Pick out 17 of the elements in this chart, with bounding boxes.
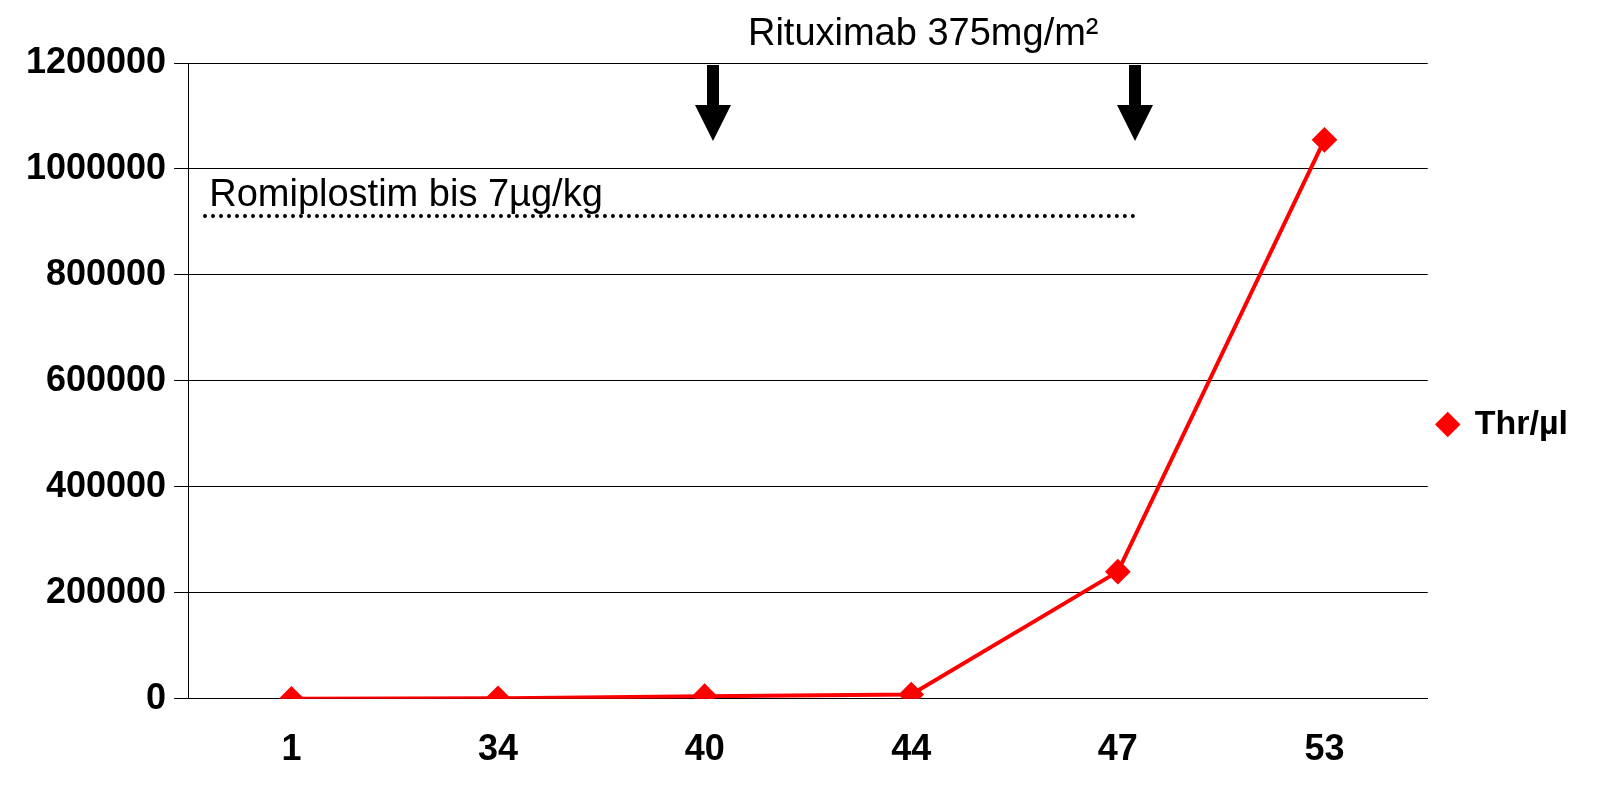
x-tick-label: 40 — [684, 727, 725, 769]
y-tick-label: 1000000 — [25, 145, 167, 187]
y-tick-label: 600000 — [46, 357, 167, 399]
text: Rituximab 375mg/m² — [747, 11, 1099, 54]
y-tick-label: 200000 — [46, 569, 167, 611]
x-tick-label: 47 — [1097, 727, 1138, 769]
x-tick-label: 34 — [478, 727, 519, 769]
x-tick-label: 53 — [1304, 727, 1345, 769]
y-tick-label: 400000 — [46, 463, 167, 505]
y-tick-label: 800000 — [46, 251, 167, 293]
y-tick-label: 0 — [146, 675, 167, 717]
point — [1312, 127, 1337, 152]
y-tick-label: 1200000 — [25, 39, 167, 81]
legend-label: Thr/µl — [1474, 402, 1569, 441]
x-tick-label: 1 — [281, 727, 302, 769]
annotation: Romiplostim bis 7µg/kg — [209, 172, 603, 216]
x-tick-label: 44 — [891, 727, 932, 769]
